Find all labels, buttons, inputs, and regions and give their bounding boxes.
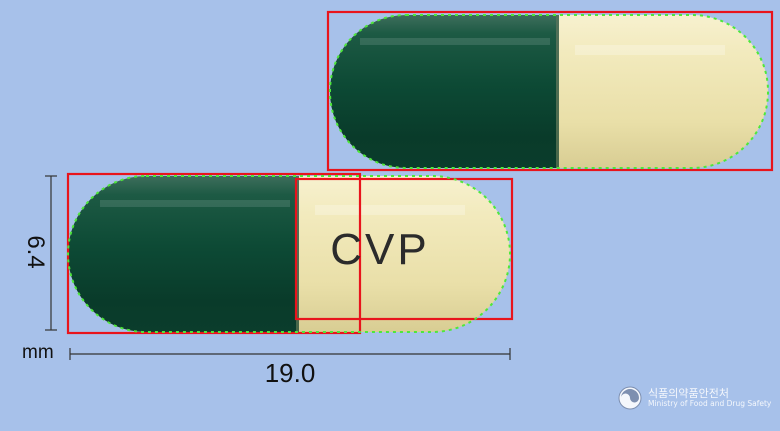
width-dimension-line [45, 175, 57, 331]
mfds-emblem-icon [618, 386, 642, 410]
length-dimension-line [69, 348, 511, 360]
capsule-imprint: CVP [330, 225, 430, 274]
width-measurement: 6.4 [22, 235, 49, 269]
contour-front [67, 175, 511, 333]
detection-box-body [294, 177, 514, 321]
capsule-cap-green [330, 15, 556, 168]
detection-box-back [326, 10, 774, 172]
unit-label: mm [22, 342, 54, 363]
capsule-front-view [68, 176, 510, 332]
capsule-cap-green [68, 176, 296, 332]
logo-english-text: Ministry of Food and Drug Safety [648, 398, 772, 408]
logo-korean-text: 식품의약품안전처 [648, 386, 729, 400]
length-measurement: 19.0 [264, 358, 316, 388]
capsule-back-view [330, 15, 768, 168]
contour-back [329, 14, 769, 169]
mfds-logo: 식품의약품안전처 Ministry of Food and Drug Safet… [618, 386, 771, 410]
